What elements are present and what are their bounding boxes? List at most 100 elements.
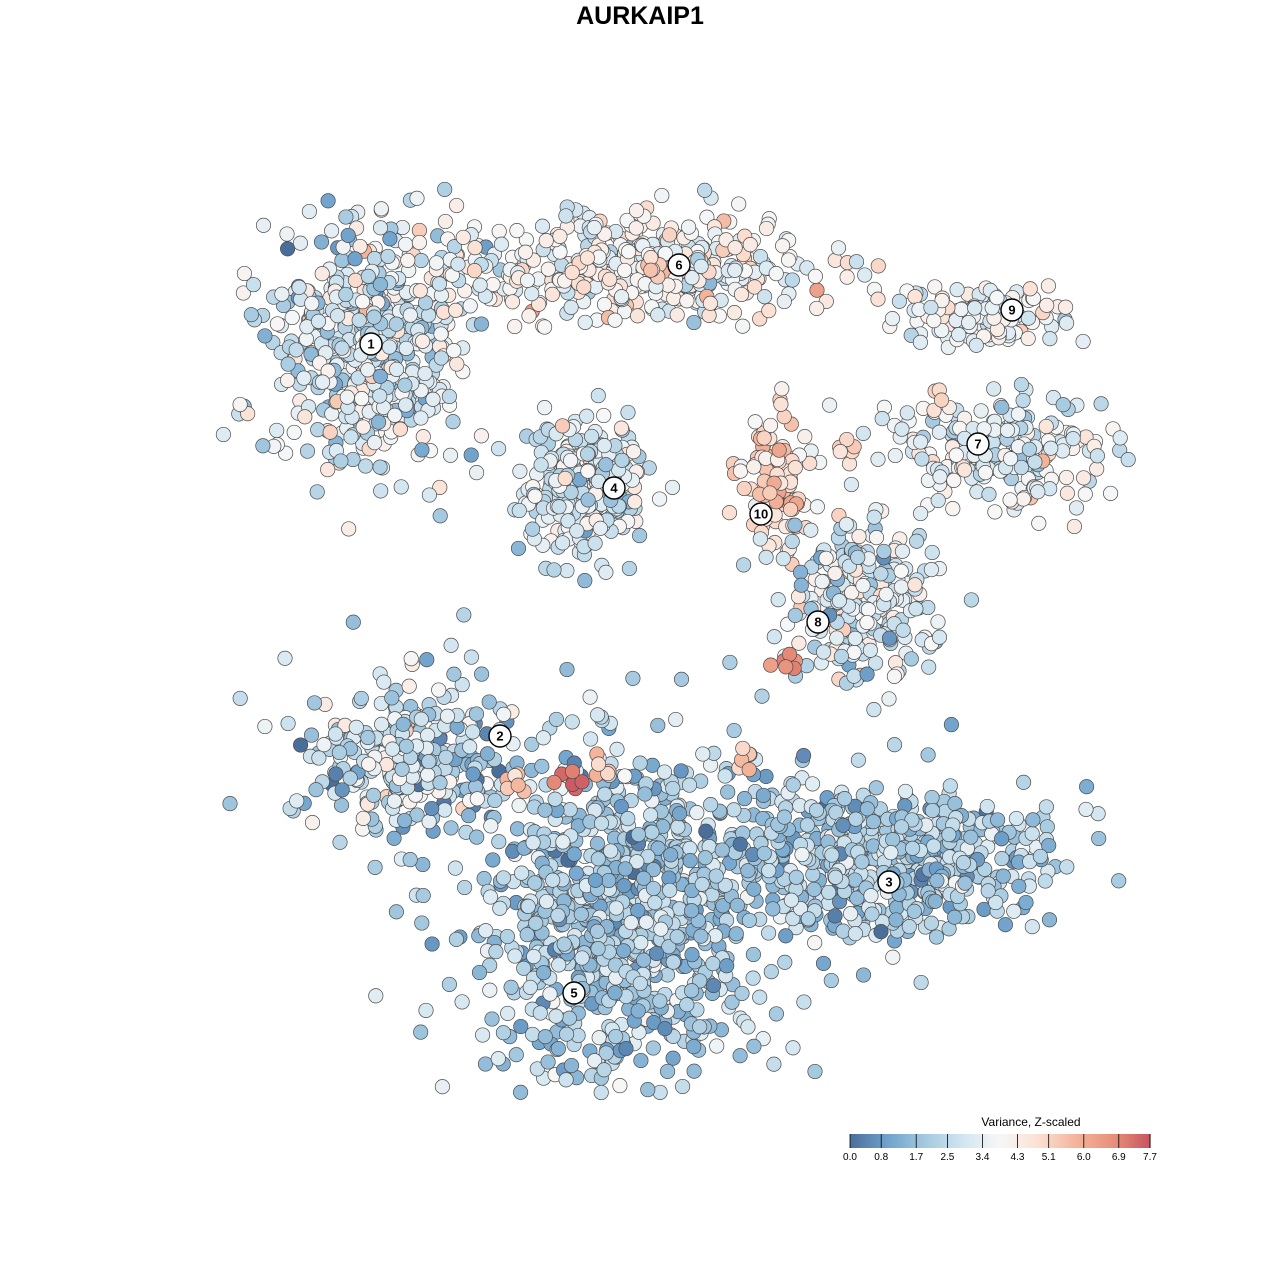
cell-point	[590, 707, 606, 723]
cell-point	[814, 574, 830, 590]
cell-point	[948, 447, 964, 463]
cell-point	[454, 994, 470, 1010]
cell-point	[732, 1048, 748, 1064]
cell-point	[878, 586, 894, 602]
cell-point	[562, 802, 578, 818]
cell-point	[848, 811, 864, 827]
cell-point	[580, 446, 596, 462]
cell-point	[669, 929, 685, 945]
cell-point	[884, 311, 900, 327]
cell-point	[358, 458, 374, 474]
cell-point	[809, 282, 825, 298]
cell-point	[837, 791, 853, 807]
cell-point	[376, 674, 392, 690]
cell-point	[693, 928, 709, 944]
cell-point	[838, 516, 854, 532]
cell-point	[643, 807, 659, 823]
cell-point	[792, 564, 809, 580]
points-layer	[215, 181, 1136, 1101]
cell-point	[563, 299, 579, 315]
cell-point	[705, 977, 722, 994]
cell-point	[632, 528, 648, 544]
cell-point	[577, 314, 593, 330]
cell-point	[886, 668, 902, 684]
cell-point	[215, 426, 231, 443]
cell-point	[630, 826, 646, 843]
cell-point	[561, 1010, 577, 1026]
cell-point	[380, 248, 396, 264]
cell-point	[732, 463, 749, 479]
cell-point	[652, 993, 668, 1009]
cell-point	[1006, 903, 1022, 919]
cell-point	[847, 630, 863, 646]
cell-point	[1058, 469, 1074, 486]
cell-point	[1066, 518, 1082, 535]
cell-point	[1038, 799, 1054, 815]
cell-point	[862, 642, 878, 658]
cell-point	[909, 533, 925, 549]
cell-point	[413, 410, 429, 426]
cell-point	[372, 220, 389, 236]
cell-point	[961, 314, 977, 331]
cell-point	[807, 935, 823, 951]
cell-point	[373, 483, 389, 499]
cell-point	[979, 798, 995, 815]
cell-point	[736, 791, 753, 807]
cell-point	[546, 562, 562, 578]
cell-point	[831, 593, 847, 609]
cell-point	[981, 486, 997, 502]
cell-point	[331, 744, 347, 761]
legend-tick-label: 0.0	[843, 1152, 857, 1163]
cell-point	[612, 1078, 628, 1094]
cell-point	[708, 868, 724, 884]
cell-point	[870, 451, 886, 467]
cell-point	[446, 666, 462, 682]
cell-point	[443, 820, 459, 836]
cell-point-high	[763, 657, 779, 673]
cell-point	[942, 778, 958, 794]
cell-point	[395, 716, 411, 732]
cell-point	[365, 787, 382, 803]
cell-point	[673, 671, 690, 687]
cell-point	[372, 368, 388, 384]
cell-point	[372, 459, 388, 475]
cell-point	[689, 805, 705, 821]
cell-point	[417, 365, 433, 382]
cell-point	[338, 286, 354, 303]
cell-point	[617, 768, 633, 784]
cell-point	[332, 834, 348, 850]
cell-point	[243, 307, 259, 323]
cell-point	[564, 714, 580, 730]
cell-point	[345, 614, 361, 630]
cell-point	[633, 935, 649, 951]
cell-point	[823, 972, 839, 989]
cell-point-high	[579, 250, 595, 266]
cell-point	[607, 985, 623, 1001]
cell-point	[768, 1006, 784, 1022]
cell-point	[815, 955, 832, 971]
cell-point	[616, 878, 632, 894]
cell-point	[587, 872, 603, 888]
cell-point	[835, 817, 851, 833]
cell-point	[473, 428, 489, 444]
cell-point	[682, 853, 698, 869]
legend-tick-label: 6.9	[1112, 1152, 1126, 1163]
cell-point	[503, 979, 519, 995]
cell-point	[1010, 406, 1026, 422]
cell-point	[475, 1027, 491, 1043]
cell-point	[736, 557, 752, 573]
cell-point	[850, 752, 866, 768]
cell-point	[926, 838, 942, 854]
cell-point	[536, 965, 552, 981]
cell-point	[766, 1056, 782, 1072]
cell-point	[324, 223, 340, 239]
cell-point	[1120, 452, 1136, 468]
cell-point	[558, 1072, 574, 1088]
cell-point	[697, 182, 713, 198]
cell-point	[1042, 331, 1058, 347]
cell-point	[315, 374, 331, 390]
cell-point	[963, 592, 979, 608]
cell-point	[796, 748, 812, 764]
cell-point	[774, 381, 790, 397]
cell-point	[299, 443, 316, 459]
